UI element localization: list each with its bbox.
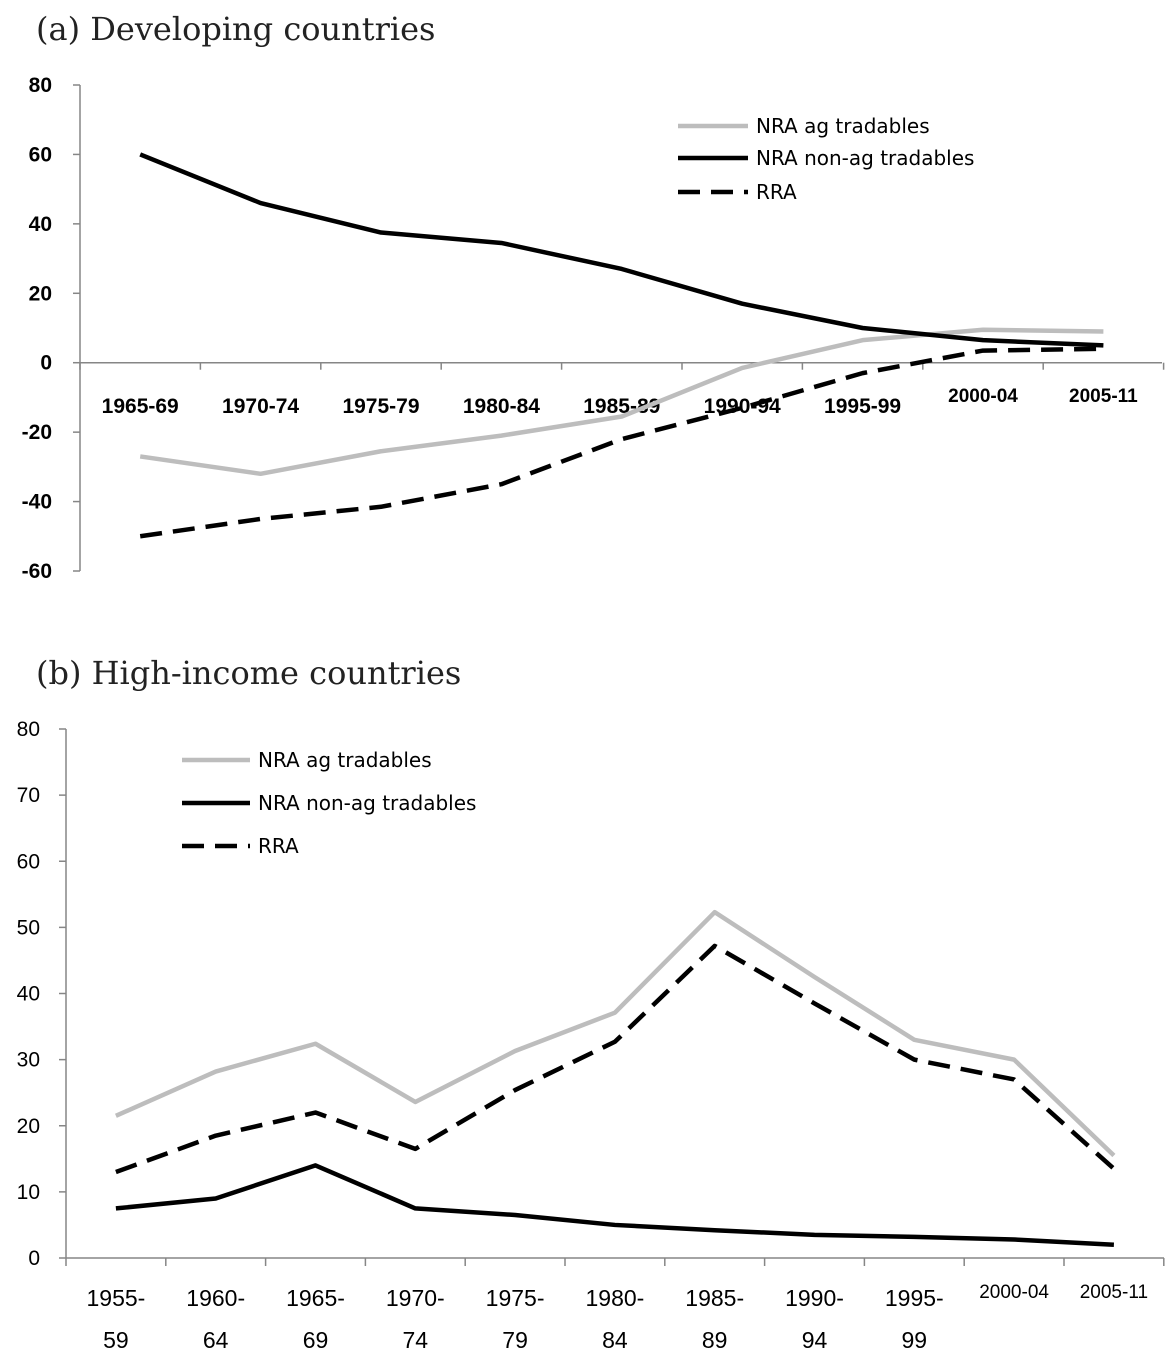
y-tick-label: -20 (22, 421, 52, 444)
x-tick-label: 1985-89 (685, 1285, 744, 1353)
chart-title-high-income: (b) High-income countries (36, 654, 462, 692)
y-tick-label: 30 (17, 1049, 40, 1072)
series-line-rra (115, 943, 1116, 1175)
legend-label-rra: RRA (258, 834, 299, 858)
series-line-nra-ag-tradables (114, 909, 1116, 1158)
x-tick-label: 1970-74 (222, 395, 299, 418)
y-tick-label: 0 (40, 352, 52, 375)
y-tick-label: 40 (29, 213, 52, 236)
x-tick-label: 1985-89 (583, 395, 660, 418)
x-tick-label: 1975-79 (486, 1285, 545, 1353)
y-tick-label: 80 (17, 718, 40, 741)
series-line-nra-non-ag-tradables (115, 1163, 1115, 1248)
x-tick-label: 1980-84 (585, 1285, 644, 1353)
x-tick-label: 1955-59 (86, 1285, 145, 1353)
y-tick-label: 40 (17, 983, 40, 1006)
x-tick-label: 2005-11 (1069, 386, 1138, 407)
y-tick-label: 50 (17, 916, 40, 939)
y-tick-label: -40 (22, 491, 52, 514)
x-tick-label: 1975-79 (342, 395, 419, 418)
y-tick-label: 60 (29, 143, 52, 166)
chart-developing: 80 60 40 20 0 -20 -40 -60 1965-69 1970-74 1975-79 1… (22, 74, 1165, 583)
legend-label-nra-ag-tradables: NRA ag tradables (756, 114, 930, 138)
x-tick-label: 1995-99 (824, 395, 901, 418)
x-tick-label: 1990-94 (785, 1285, 844, 1353)
x-tick-label: 1960-64 (186, 1285, 245, 1353)
x-tick-label: 2000-04 (948, 386, 1018, 407)
x-tick-label: 1995-99 (885, 1285, 944, 1353)
y-tick-label: 20 (29, 282, 52, 305)
y-tick-label: 10 (17, 1181, 40, 1204)
x-tick-label: 1965-69 (102, 395, 179, 418)
legend-label-nra-non-ag-tradables: NRA non-ag tradables (258, 791, 476, 815)
x-tick-label: 2000-04 (979, 1282, 1049, 1303)
chart-title-developing: (a) Developing countries (36, 10, 436, 48)
series-line-nra-ag-tradables (139, 327, 1104, 477)
y-tick-label: 70 (17, 784, 40, 807)
x-tick-label: 1970-74 (386, 1285, 445, 1353)
y-tick-label: 60 (17, 850, 40, 873)
legend-label-rra: RRA (756, 180, 797, 204)
y-tick-label: -60 (22, 560, 52, 583)
x-tick-label: 1980-84 (463, 395, 540, 418)
x-tick-label: 1965-69 (286, 1285, 345, 1353)
series-line-nra-non-ag-tradables (139, 152, 1104, 348)
y-tick-label: 20 (17, 1115, 40, 1138)
legend-label-nra-ag-tradables: NRA ag tradables (258, 748, 432, 772)
y-tick-label: 0 (28, 1247, 40, 1270)
y-tick-label: 80 (29, 74, 52, 97)
panel-developing: (a) Developing countries 80 60 40 20 0 -20 -40… (0, 0, 1166, 620)
legend-label-nra-non-ag-tradables: NRA non-ag tradables (756, 146, 974, 170)
x-tick-label: 2005-11 (1080, 1282, 1148, 1303)
series-line-rra (139, 346, 1104, 539)
